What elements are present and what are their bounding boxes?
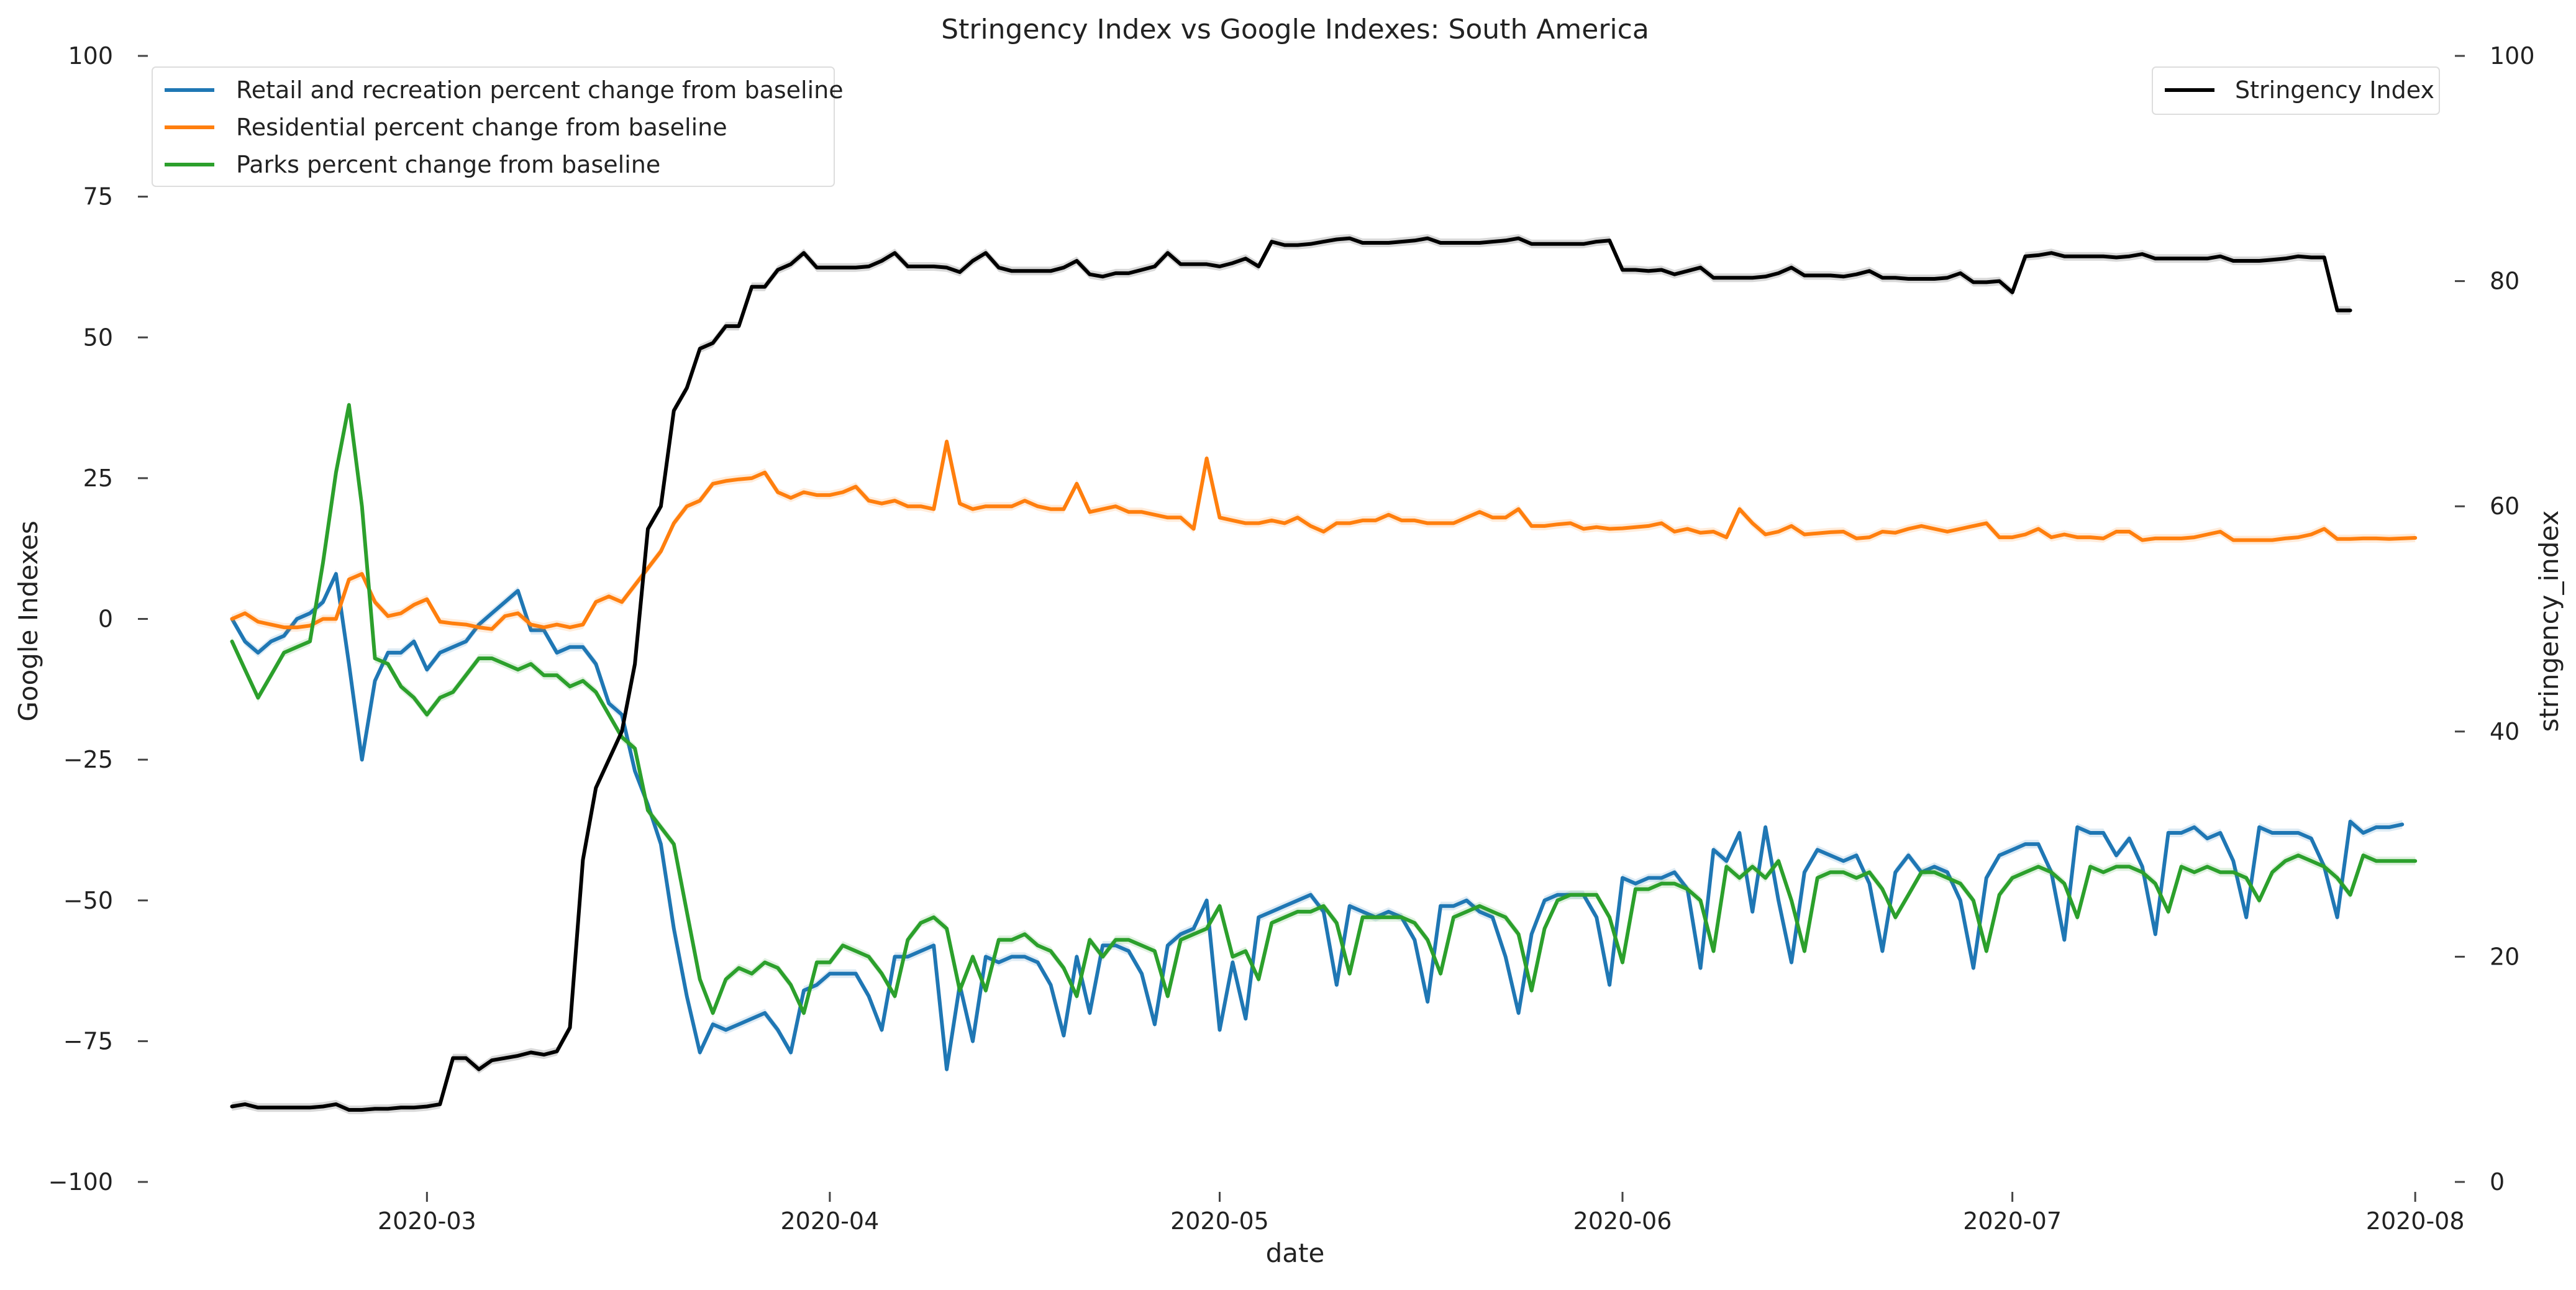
legend-right: Stringency Index <box>2152 66 2440 115</box>
right-y-axis-label: stringency_index <box>2534 511 2564 732</box>
left-y-axis-label: Google Indexes <box>13 520 43 722</box>
right-y-axis: 100 80 60 40 20 0 <box>2455 42 2535 1196</box>
left-y-tick-label: 75 <box>83 183 113 211</box>
right-y-tick-label: 0 <box>2490 1168 2505 1196</box>
legend-residential-label: Residential percent change from baseline <box>236 114 727 141</box>
left-y-tick-label: 50 <box>83 324 113 351</box>
parks-series-line <box>230 403 2418 1015</box>
left-y-tick-label: −75 <box>63 1027 113 1055</box>
left-y-tick-label: 25 <box>83 465 113 492</box>
left-y-tick-label: −50 <box>63 887 113 914</box>
legend-right-box <box>2152 66 2440 115</box>
x-tick-label: 2020-03 <box>378 1207 476 1235</box>
retail-series-line <box>230 572 2405 1071</box>
legend-retail-label: Retail and recreation percent change fro… <box>236 76 844 104</box>
x-axis-label: date <box>1266 1238 1325 1268</box>
series-layer <box>230 234 2418 1115</box>
left-y-tick-label: −100 <box>48 1168 113 1196</box>
right-y-tick-label: 40 <box>2490 718 2519 745</box>
left-y-axis: 100 75 50 25 0 −25 −50 −75 −100 <box>48 42 148 1196</box>
right-y-tick-label: 80 <box>2490 268 2519 295</box>
right-y-tick-label: 100 <box>2490 42 2535 70</box>
legend-stringency-label: Stringency Index <box>2235 76 2434 104</box>
legend-left-box <box>152 66 835 187</box>
x-tick-label: 2020-05 <box>1170 1207 1269 1235</box>
legend-left: Retail and recreation percent change fro… <box>152 66 844 187</box>
chart-title: Stringency Index vs Google Indexes: Sout… <box>941 14 1649 45</box>
x-tick-label: 2020-06 <box>1573 1207 1672 1235</box>
left-y-tick-label: 100 <box>68 42 113 70</box>
x-axis: 2020-03 2020-04 2020-05 2020-06 2020-07 2020-… <box>378 1192 2465 1235</box>
residential-series-confidence-band <box>232 437 2416 634</box>
residential-series-line <box>230 440 2418 631</box>
legend-parks-label: Parks percent change from baseline <box>236 151 660 178</box>
right-y-tick-label: 60 <box>2490 493 2519 520</box>
left-y-tick-label: −25 <box>63 746 113 773</box>
x-tick-label: 2020-07 <box>1963 1207 2062 1235</box>
left-y-tick-label: 0 <box>98 606 113 633</box>
right-y-tick-label: 20 <box>2490 943 2519 970</box>
stringency-series-line <box>230 236 2352 1112</box>
x-tick-label: 2020-04 <box>780 1207 879 1235</box>
x-tick-label: 2020-08 <box>2366 1207 2465 1235</box>
